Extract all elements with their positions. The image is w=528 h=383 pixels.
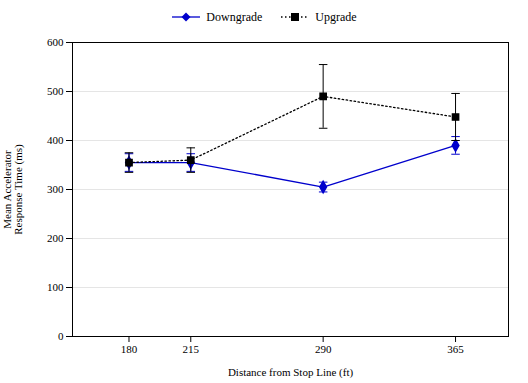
svg-text:200: 200: [47, 232, 64, 244]
svg-text:180: 180: [121, 343, 138, 355]
svg-text:Mean AcceleratorResponse Time: Mean AcceleratorResponse Time (ms): [1, 144, 25, 235]
html-text:Downgrade: Downgrade: [206, 9, 263, 24]
svg-text:300: 300: [47, 183, 64, 195]
svg-text:Distance from Stop Line (ft): Distance from Stop Line (ft): [228, 366, 354, 379]
svg-text:400: 400: [47, 134, 64, 146]
svg-text:100: 100: [47, 281, 64, 293]
svg-text:600: 600: [47, 36, 64, 48]
svg-text:215: 215: [183, 343, 200, 355]
svg-text:290: 290: [315, 343, 332, 355]
svg-text:0: 0: [58, 330, 64, 342]
html-text:Upgrade: Upgrade: [315, 9, 357, 24]
svg-text:500: 500: [47, 85, 64, 97]
svg-text:365: 365: [447, 343, 464, 355]
